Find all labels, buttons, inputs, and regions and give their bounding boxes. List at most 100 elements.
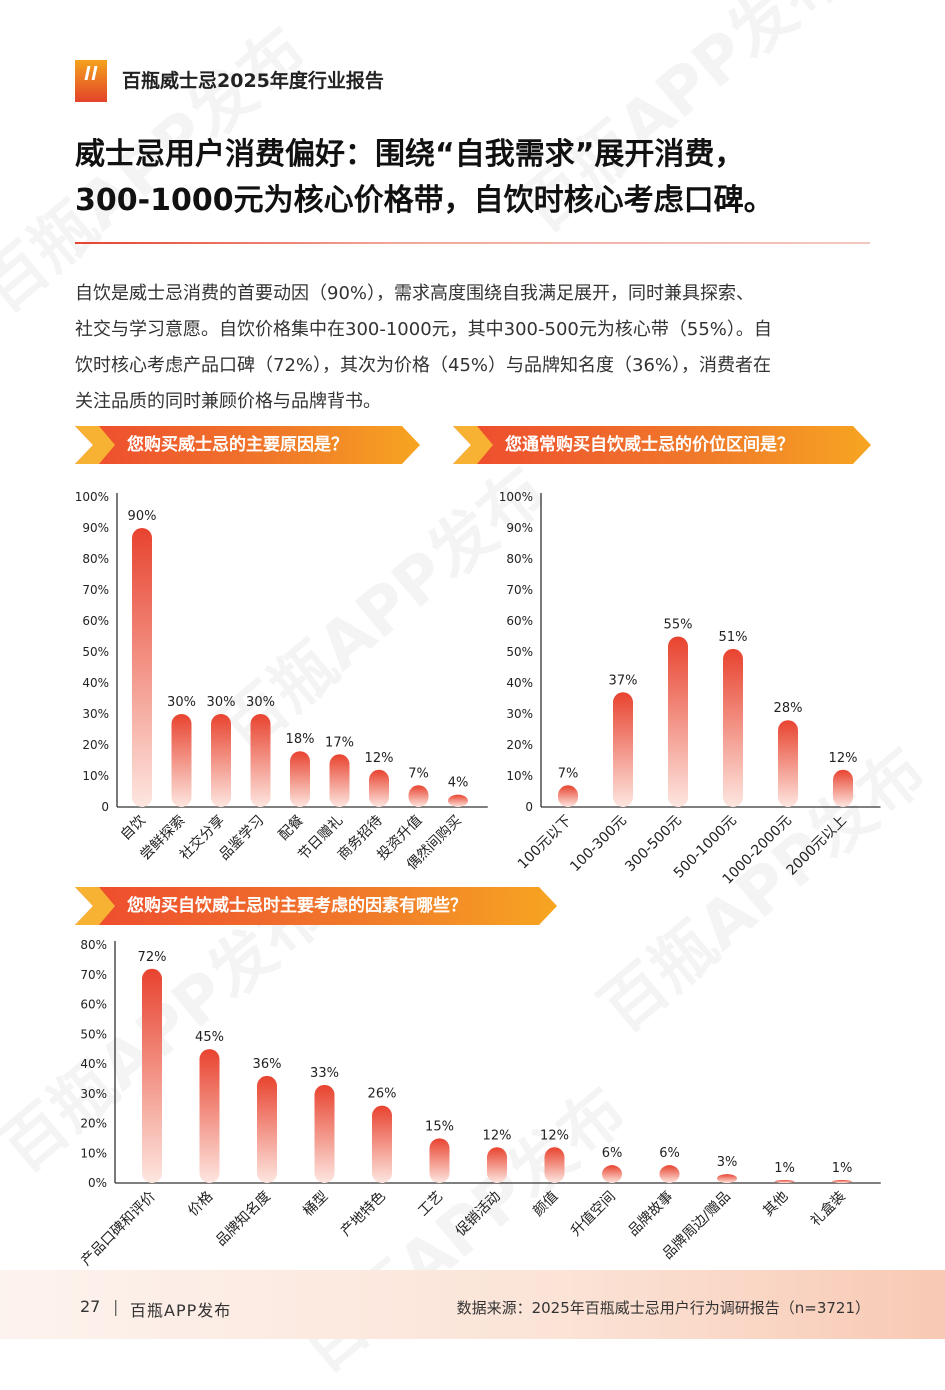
y-tick-label: 70%: [506, 583, 533, 597]
bar: [723, 648, 743, 807]
bar: [408, 785, 429, 807]
data-label: 30%: [167, 695, 196, 710]
y-tick-label: 70%: [82, 583, 109, 597]
bar: [448, 794, 468, 807]
bar: [142, 968, 162, 1183]
y-tick-label: 70%: [80, 968, 107, 982]
x-tick-label: 其他: [760, 1189, 791, 1220]
y-tick-label: 20%: [80, 1117, 107, 1131]
y-tick-label: 20%: [82, 738, 109, 752]
footer-separator: |: [113, 1297, 119, 1316]
x-tick-label: 礼盒装: [807, 1188, 849, 1230]
data-label: 6%: [602, 1146, 623, 1161]
data-label: 37%: [609, 673, 638, 688]
chart-2-title-banner: 您通常购买自饮威士忌的价位区间是？: [453, 426, 871, 464]
bar: [171, 714, 192, 807]
footer-publisher: 百瓶APP发布: [130, 1301, 232, 1320]
bar: [613, 692, 633, 807]
chart-3-title-banner: 您购买自饮威士忌时主要考虑的因素有哪些？: [75, 887, 557, 925]
charts-canvas: 0 10% 20% 30% 40% 50% 60% 70% 80% 90% 100% 90% 自饮 30%…: [75, 490, 881, 1270]
data-label: 4%: [448, 776, 469, 791]
data-label: 15%: [425, 1119, 454, 1134]
bar: [369, 769, 389, 807]
data-label: 6%: [659, 1146, 680, 1161]
x-tick-label: 自饮: [118, 813, 149, 844]
x-tick-label: 产地特色: [337, 1188, 389, 1240]
x-tick-label: 品牌知名度: [212, 1188, 274, 1250]
y-tick-label: 50%: [80, 1027, 107, 1041]
y-tick-label: 80%: [80, 938, 107, 952]
chart-3-title: 您购买自饮威士忌时主要考虑的因素有哪些？: [127, 896, 467, 916]
title-divider: [75, 242, 870, 244]
data-label: 18%: [286, 732, 315, 747]
y-tick-label: 80%: [82, 552, 109, 566]
y-tick-label: 0: [101, 800, 109, 814]
data-label: 28%: [774, 701, 803, 716]
y-tick-label: 10%: [82, 769, 109, 783]
y-tick-label: 90%: [506, 521, 533, 535]
data-label: 72%: [138, 950, 167, 965]
data-label: 12%: [829, 751, 858, 766]
data-label: 12%: [365, 751, 394, 766]
data-label: 30%: [207, 695, 236, 710]
x-tick-label: 升值空间: [568, 1189, 619, 1240]
summary-paragraph: 自饮是威士忌消费的首要动因（90%），需求高度围绕自我满足展开，同时兼具探索、 …: [75, 276, 875, 420]
y-tick-label: 60%: [506, 614, 533, 628]
y-tick-label: 0: [525, 800, 533, 814]
y-tick-label: 80%: [506, 552, 533, 566]
bar: [290, 751, 310, 807]
data-source: 数据来源：2025年百瓶威士忌用户行为调研报告（n=3721）: [456, 1299, 870, 1317]
y-tick-label: 40%: [506, 676, 533, 690]
summary-line: 自饮是威士忌消费的首要动因（90%），需求高度围绕自我满足展开，同时兼具探索、: [75, 283, 755, 304]
data-label: 51%: [719, 630, 748, 645]
headline-line-2: 300-1000元为核心价格带，自饮时核心考虑口碑。: [75, 183, 774, 218]
data-label: 12%: [540, 1128, 569, 1143]
y-tick-label: 10%: [80, 1146, 107, 1160]
bar: [668, 636, 688, 807]
bar: [329, 754, 350, 807]
data-label: 26%: [368, 1087, 397, 1102]
bar: [372, 1105, 392, 1183]
x-tick-label: 颜值: [530, 1189, 561, 1220]
headline-line-1: 威士忌用户消费偏好：围绕“自我需求”展开消费，: [75, 137, 745, 172]
summary-line: 关注品质的同时兼顾价格与品牌背书。: [75, 391, 381, 412]
y-tick-label: 50%: [506, 645, 533, 659]
y-tick-label: 40%: [80, 1057, 107, 1071]
report-title: 百瓶威士忌2025年度行业报告: [122, 70, 384, 92]
y-tick-label: 50%: [82, 645, 109, 659]
bar: [211, 714, 231, 807]
x-tick-label: 价格: [185, 1189, 216, 1220]
data-label: 1%: [832, 1161, 853, 1176]
data-label: 7%: [408, 766, 429, 781]
chart-2-title: 您通常购买自饮威士忌的价位区间是？: [505, 435, 794, 455]
data-label: 55%: [664, 618, 693, 633]
bar: [257, 1075, 277, 1183]
bar: [832, 1180, 852, 1183]
bar: [833, 769, 853, 807]
report-logo-mark: [75, 60, 107, 102]
bar: [659, 1165, 680, 1183]
y-tick-label: 60%: [82, 614, 109, 628]
y-tick-label: 90%: [82, 521, 109, 535]
bar: [558, 785, 578, 807]
bar: [250, 714, 271, 807]
x-tick-label: 配餐: [276, 813, 307, 844]
bar: [602, 1165, 622, 1183]
y-tick-label: 60%: [80, 998, 107, 1012]
data-label: 33%: [310, 1066, 339, 1081]
data-label: 36%: [253, 1057, 282, 1072]
bar: [778, 720, 798, 807]
data-label: 3%: [717, 1155, 738, 1170]
footer-bar: [0, 1270, 945, 1339]
data-label: 17%: [325, 735, 354, 750]
x-tick-label: 产品口碑和评价: [78, 1189, 159, 1270]
bar: [429, 1138, 450, 1183]
data-label: 90%: [128, 509, 157, 524]
bar: [132, 528, 152, 807]
bar: [199, 1049, 220, 1183]
summary-line: 饮时核心考虑产品口碑（72%），其次为价格（45%）与品牌知名度（36%），消费…: [75, 355, 772, 376]
summary-line: 社交与学习意愿。自饮价格集中在300-1000元，其中300-500元为核心带（…: [75, 319, 772, 340]
y-tick-label: 30%: [506, 707, 533, 721]
bar: [544, 1147, 565, 1183]
x-tick-label: 2000元以上: [784, 813, 850, 879]
